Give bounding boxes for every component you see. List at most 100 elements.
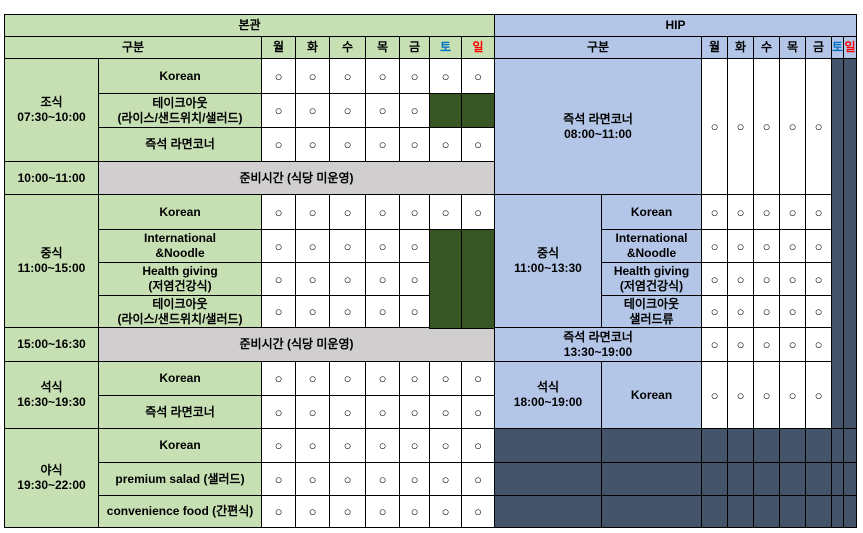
closed-cell (779, 495, 806, 528)
mark: ○ (399, 395, 430, 429)
breakfast-ramen: 즉석 라면코너 (98, 127, 262, 162)
hip-lunch-label: 중식 11:00~13:30 (494, 194, 602, 328)
closed-cell (843, 428, 857, 463)
mark: ○ (261, 93, 296, 128)
mark: ○ (261, 462, 296, 496)
mark: ○ (461, 361, 495, 396)
hip-ramen-pm-time: 13:30~19:00 (563, 344, 633, 359)
mark: ○ (329, 495, 366, 528)
hip-ramen-am-name: 즉석 라면코너 (563, 111, 633, 126)
main-gubun-header: 구분 (4, 36, 262, 59)
mark: ○ (261, 229, 296, 263)
closed-cell (753, 428, 780, 463)
mark: ○ (461, 127, 495, 162)
hip-day-thu: 목 (779, 36, 806, 59)
mark: ○ (329, 127, 366, 162)
mark: ○ (365, 428, 400, 463)
mark: ○ (295, 229, 330, 263)
mark: ○ (701, 361, 728, 429)
mark: ○ (329, 462, 366, 496)
main-day-wed: 수 (329, 36, 366, 59)
mark: ○ (701, 262, 728, 296)
mark: ○ (461, 194, 495, 230)
late-name: 야식 (40, 463, 63, 477)
hip-intl-line1: International (615, 231, 688, 245)
closed-cell (805, 428, 832, 463)
breakfast-korean: Korean (98, 58, 262, 94)
mark: ○ (295, 361, 330, 396)
mark: ○ (399, 93, 430, 128)
hip-gubun-header: 구분 (494, 36, 702, 59)
closed-cell (805, 495, 832, 528)
mark: ○ (779, 58, 806, 195)
closed-cell (494, 462, 602, 496)
mark: ○ (461, 462, 495, 496)
mark: ○ (805, 295, 832, 328)
mark: ○ (365, 361, 400, 396)
mark: ○ (805, 229, 832, 263)
mark: ○ (429, 428, 462, 463)
hip-day-tue: 화 (727, 36, 754, 59)
mark: ○ (429, 58, 462, 94)
hip-intl-line2: &Noodle (626, 246, 677, 260)
mark: ○ (727, 361, 754, 429)
lunch-label: 중식 11:00~15:00 (4, 194, 99, 328)
closed-cell (843, 462, 857, 496)
mark: ○ (805, 361, 832, 429)
closed-cell (701, 495, 728, 528)
mark: ○ (701, 327, 728, 362)
dinner-time: 16:30~19:30 (17, 395, 86, 409)
mark: ○ (329, 194, 366, 230)
mark: ○ (753, 229, 780, 263)
late-salad: premium salad (샐러드) (98, 462, 262, 496)
breakfast-time: 07:30~10:00 (17, 110, 86, 124)
late-label: 야식 19:30~22:00 (4, 428, 99, 528)
closed-cell (727, 462, 754, 496)
mark: ○ (399, 194, 430, 230)
hip-dinner-name: 석식 (536, 380, 560, 394)
main-day-sat: 토 (429, 36, 462, 59)
mark: ○ (365, 93, 400, 128)
hip-dinner-time: 18:00~19:00 (513, 395, 583, 409)
hip-lunch-international: International &Noodle (601, 229, 702, 263)
mark: ○ (365, 58, 400, 94)
mark: ○ (365, 462, 400, 496)
health-line2: (저염건강식) (148, 279, 212, 293)
mark: ○ (805, 327, 832, 362)
mark: ○ (399, 495, 430, 528)
mark: ○ (727, 58, 754, 195)
mark: ○ (779, 229, 806, 263)
mark: ○ (753, 361, 780, 429)
mark: ○ (261, 361, 296, 396)
closed-cell (461, 229, 495, 329)
health-line1: Health giving (142, 264, 218, 278)
hip-day-mon: 월 (701, 36, 728, 59)
lunch-health: Health giving (저염건강식) (98, 262, 262, 296)
closed-cell (753, 462, 780, 496)
dinner-name: 석식 (40, 380, 63, 394)
mark: ○ (727, 327, 754, 362)
hip-takeout-line1: 테이크아웃 (623, 296, 680, 311)
mark: ○ (329, 262, 366, 296)
mark: ○ (399, 127, 430, 162)
mark: ○ (727, 262, 754, 296)
mark: ○ (295, 93, 330, 128)
mark: ○ (701, 58, 728, 195)
mark: ○ (295, 194, 330, 230)
mark: ○ (365, 395, 400, 429)
prep-time-2: 15:00~16:30 (4, 327, 99, 362)
closed-cell (805, 462, 832, 496)
closed-cell (494, 495, 602, 528)
mark: ○ (701, 295, 728, 328)
dinner-korean: Korean (98, 361, 262, 396)
main-day-sun: 일 (461, 36, 495, 59)
hip-lunch-takeout: 테이크아웃 샐러드류 (601, 295, 702, 328)
mark: ○ (261, 262, 296, 296)
closed-cell (601, 428, 702, 463)
mark: ○ (753, 327, 780, 362)
hip-health-line2: (저염건강식) (619, 279, 684, 293)
mark: ○ (295, 395, 330, 429)
dinner-ramen: 즉석 라면코너 (98, 395, 262, 429)
mark: ○ (365, 127, 400, 162)
mark: ○ (399, 295, 430, 328)
